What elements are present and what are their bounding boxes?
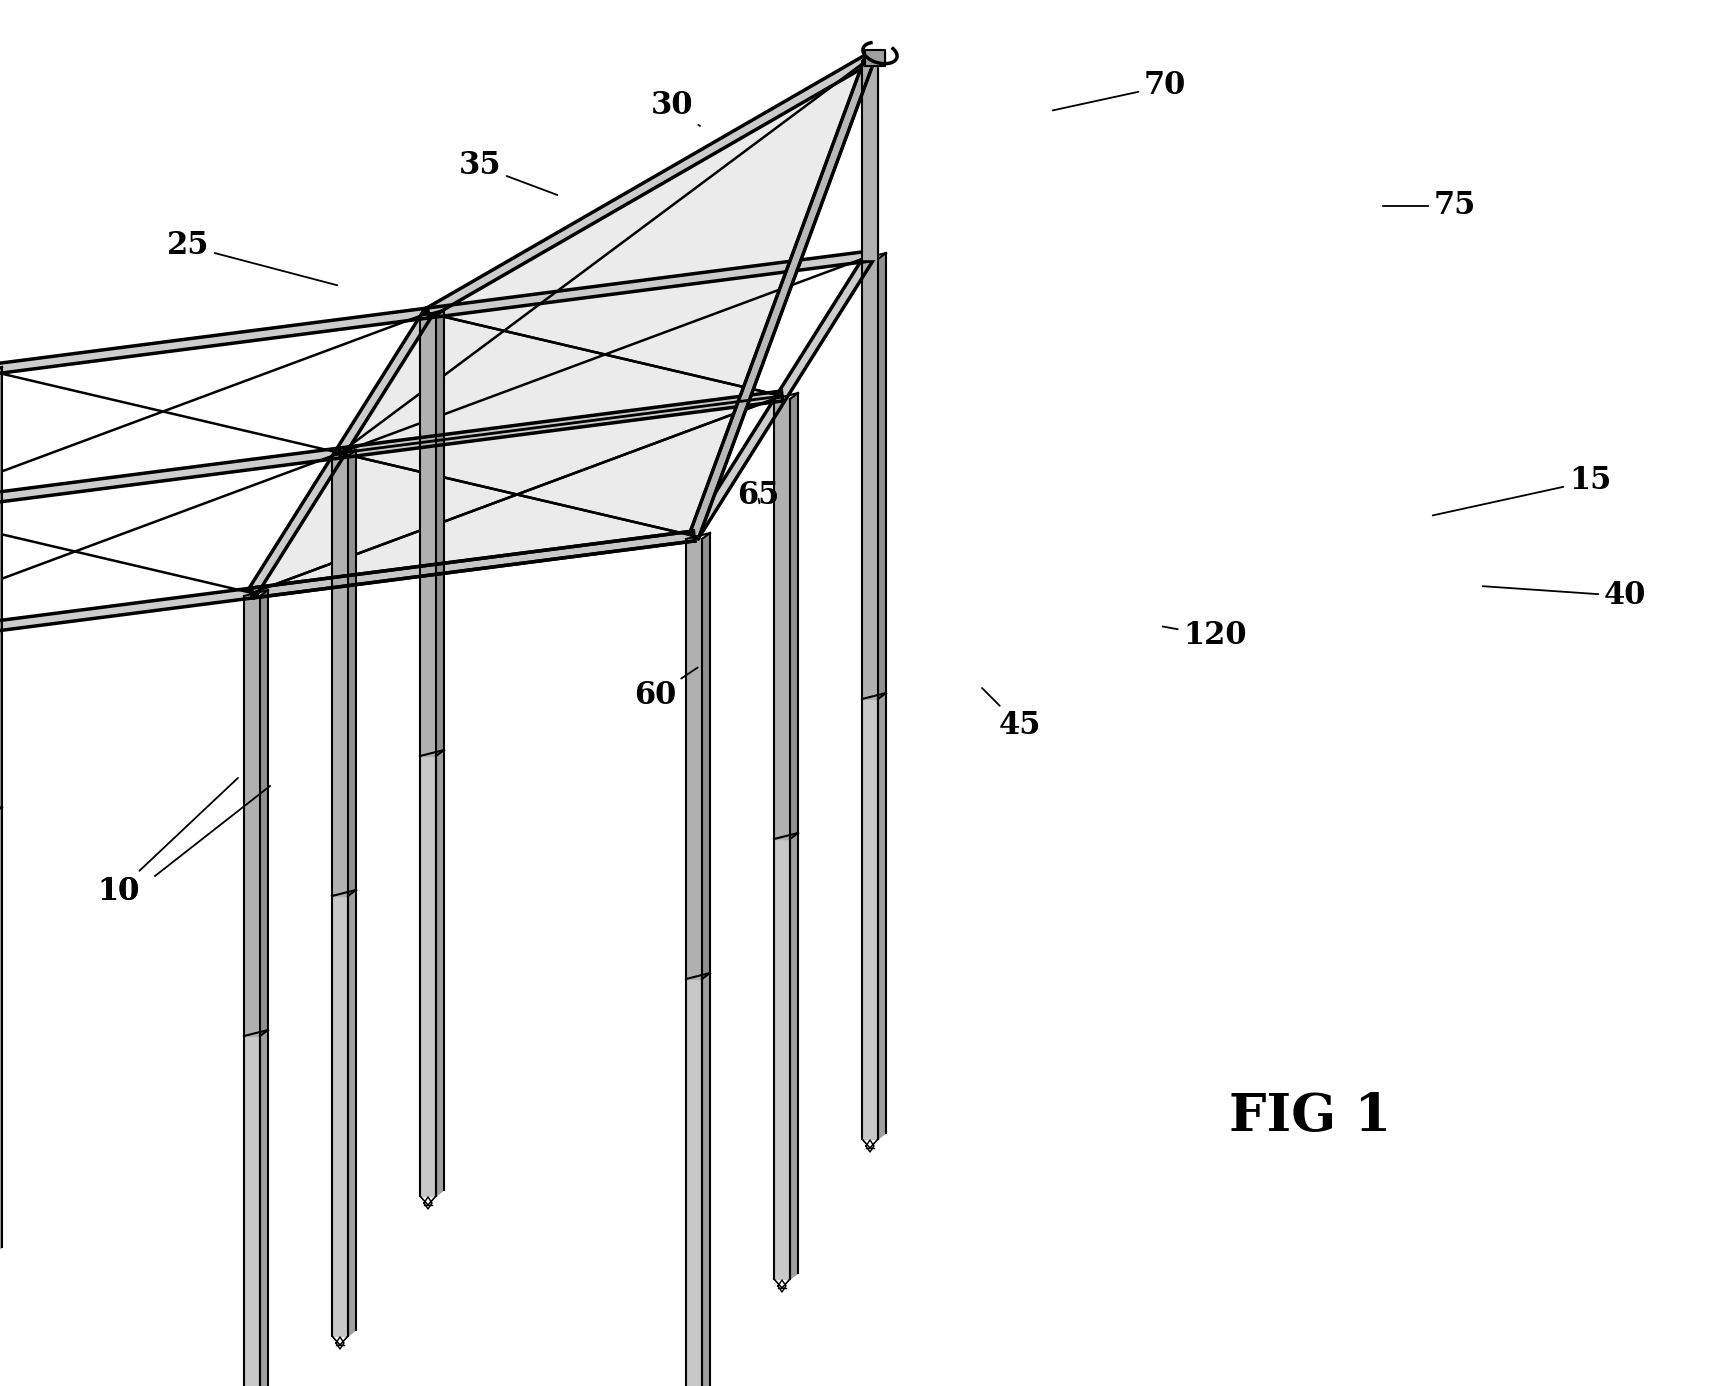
Polygon shape	[348, 890, 355, 1336]
Polygon shape	[861, 699, 878, 1139]
Polygon shape	[701, 973, 710, 1386]
Polygon shape	[348, 450, 355, 895]
Text: 120: 120	[1162, 621, 1245, 651]
Polygon shape	[251, 58, 869, 593]
Text: 25: 25	[166, 230, 338, 286]
Text: 10: 10	[97, 876, 139, 906]
Polygon shape	[248, 310, 431, 596]
Polygon shape	[0, 448, 341, 516]
Polygon shape	[790, 394, 797, 839]
Polygon shape	[436, 310, 443, 755]
Text: 45: 45	[982, 687, 1041, 742]
Polygon shape	[333, 895, 348, 1336]
Polygon shape	[251, 531, 695, 597]
Polygon shape	[244, 596, 260, 1035]
Text: 10: 10	[97, 778, 237, 906]
Polygon shape	[864, 50, 885, 67]
Polygon shape	[689, 57, 875, 538]
Text: 70: 70	[1051, 71, 1185, 111]
Polygon shape	[0, 588, 253, 656]
Polygon shape	[689, 254, 873, 539]
Text: 35: 35	[459, 151, 558, 195]
Polygon shape	[686, 539, 701, 979]
Text: 65: 65	[736, 481, 779, 511]
Polygon shape	[686, 979, 701, 1386]
Text: FIG 1: FIG 1	[1228, 1091, 1391, 1142]
Polygon shape	[436, 750, 443, 1196]
Text: 15: 15	[1432, 466, 1611, 516]
Polygon shape	[878, 254, 885, 699]
Polygon shape	[339, 391, 783, 457]
Polygon shape	[878, 693, 885, 1139]
Polygon shape	[251, 531, 695, 597]
Polygon shape	[774, 399, 790, 839]
Text: 60: 60	[634, 668, 698, 711]
Polygon shape	[260, 590, 268, 1035]
Polygon shape	[701, 534, 710, 979]
Polygon shape	[774, 839, 790, 1279]
Polygon shape	[0, 308, 428, 376]
Polygon shape	[790, 833, 797, 1279]
Polygon shape	[861, 259, 878, 699]
Polygon shape	[333, 456, 348, 895]
Polygon shape	[419, 316, 436, 755]
Polygon shape	[426, 54, 871, 317]
Polygon shape	[0, 807, 2, 1253]
Polygon shape	[419, 755, 436, 1196]
Polygon shape	[0, 367, 2, 814]
Polygon shape	[428, 251, 869, 317]
Text: 40: 40	[1483, 581, 1645, 611]
Polygon shape	[689, 57, 875, 538]
Polygon shape	[244, 1035, 260, 1386]
Polygon shape	[861, 61, 878, 259]
Polygon shape	[260, 1030, 268, 1386]
Text: 30: 30	[651, 90, 700, 126]
Text: 75: 75	[1382, 190, 1476, 222]
